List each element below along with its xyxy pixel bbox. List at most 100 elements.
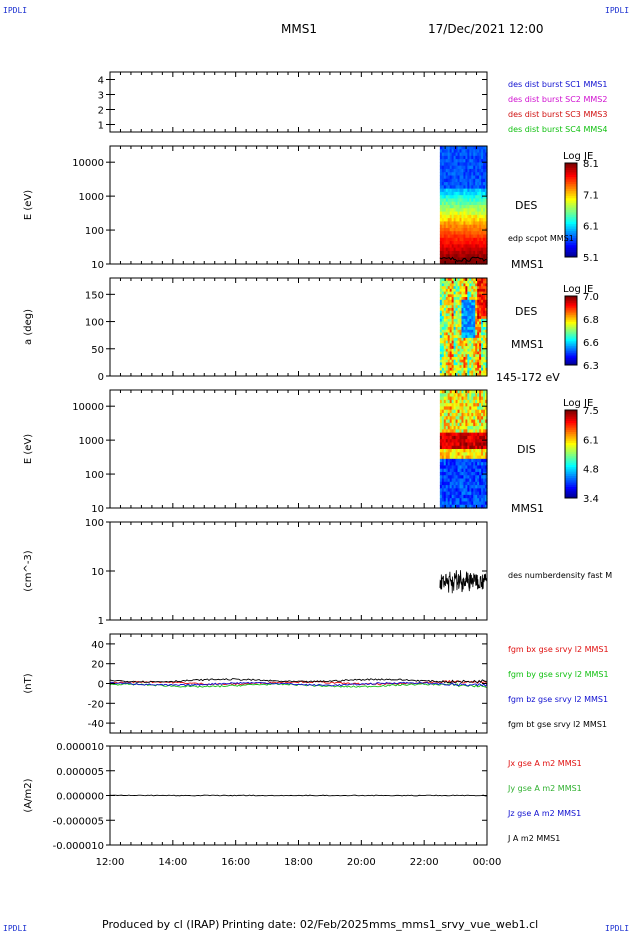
pitch-spectrogram-cell bbox=[471, 335, 474, 339]
des-spectrogram-cell bbox=[451, 185, 455, 190]
dis-spectrogram-cell bbox=[481, 399, 484, 404]
pitch-spectrogram-cell bbox=[463, 329, 467, 334]
pitch-spectrogram-cell bbox=[439, 288, 443, 293]
dis-energy-colorbar-segment bbox=[565, 432, 577, 435]
dis-spectrogram-cell bbox=[477, 396, 480, 401]
des-spectrogram-cell bbox=[469, 227, 472, 232]
des-spectrogram-cell bbox=[473, 162, 476, 167]
dis-spectrogram-cell bbox=[455, 481, 459, 486]
dis-spectrogram-cell bbox=[455, 478, 459, 483]
pitch-spectrogram-cell bbox=[449, 291, 453, 295]
pitch-spectrogram-cell bbox=[473, 359, 476, 363]
dis-spectrogram-cell bbox=[441, 442, 445, 447]
pitch-spectrogram-cell bbox=[481, 332, 484, 336]
pitch-spectrogram-cell bbox=[479, 313, 482, 317]
pitch-spectrogram-cell bbox=[441, 297, 445, 301]
des-spectrogram-cell bbox=[453, 152, 457, 157]
dis-spectrogram-cell bbox=[467, 393, 470, 398]
dis-spectrogram-cell bbox=[457, 429, 461, 434]
des-spectrogram-cell bbox=[469, 260, 472, 265]
dis-spectrogram-cell bbox=[479, 449, 482, 453]
dis-energy-colorbar-segment bbox=[565, 493, 577, 497]
pitch-spectrogram-cell bbox=[459, 324, 463, 328]
pitch-colorbar-segment bbox=[565, 318, 577, 321]
pitch-spectrogram-cell bbox=[461, 310, 465, 314]
pitch-spectrogram-cell bbox=[453, 321, 457, 325]
des-spectrogram-cell bbox=[439, 172, 443, 177]
dis-spectrogram-cell bbox=[461, 504, 465, 509]
pitch-spectrogram-cell bbox=[477, 288, 480, 293]
des-spectrogram-cell bbox=[473, 224, 476, 229]
des-spectrogram-cell bbox=[481, 172, 484, 177]
pitch-spectrogram-cell bbox=[441, 337, 445, 342]
dis-spectrogram-cell bbox=[467, 471, 470, 476]
pitch-spectrogram-cell bbox=[483, 291, 486, 295]
dis-spectrogram-cell bbox=[439, 468, 443, 473]
pitch-spectrogram-cell bbox=[455, 297, 459, 301]
dis-energy-colorbar-tick-label: 3.4 bbox=[583, 494, 599, 505]
top-right-tag: IPDLI bbox=[605, 6, 630, 15]
des-spectrogram-cell bbox=[443, 227, 447, 232]
dis-spectrogram-cell bbox=[453, 442, 457, 447]
pitch-spectrogram-cell bbox=[439, 359, 443, 363]
pitch-spectrogram-cell bbox=[465, 310, 468, 314]
des-spectrogram-cell bbox=[447, 218, 451, 222]
des-spectrogram-cell bbox=[455, 257, 459, 262]
des-spectrogram-cell bbox=[455, 182, 459, 186]
dis-spectrogram-cell bbox=[473, 406, 476, 411]
dis-spectrogram-cell bbox=[459, 475, 463, 480]
des-spectrogram-cell bbox=[449, 162, 453, 167]
pitch-spectrogram-cell bbox=[485, 359, 488, 363]
bottom-right-tag: IPDLI bbox=[605, 924, 630, 933]
dis-spectrogram-cell bbox=[445, 429, 449, 434]
dis-spectrogram-cell bbox=[485, 449, 488, 453]
des-spectrogram-cell bbox=[483, 237, 486, 242]
pitch-spectrogram-cell bbox=[453, 351, 457, 355]
des-spectrogram-cell bbox=[485, 175, 488, 180]
des-spectrogram-cell bbox=[475, 188, 478, 193]
dis-spectrogram-cell bbox=[445, 399, 449, 404]
des-spectrogram-cell bbox=[461, 165, 465, 170]
dis-spectrogram-cell bbox=[471, 498, 474, 503]
des-spectrogram-cell bbox=[477, 146, 480, 150]
pitch-spectrogram-cell bbox=[475, 321, 478, 325]
dis-spectrogram-cell bbox=[459, 412, 463, 417]
dis-spectrogram-cell bbox=[447, 468, 451, 473]
pitch-spectrogram-cell bbox=[465, 297, 468, 301]
pitch-colorbar-segment bbox=[565, 339, 577, 342]
dis-spectrogram-cell bbox=[439, 498, 443, 503]
dis-spectrogram-cell bbox=[457, 481, 461, 486]
dis-spectrogram-cell bbox=[475, 403, 478, 407]
dis-spectrogram-cell bbox=[447, 465, 451, 470]
des-spectrogram-cell bbox=[441, 152, 445, 157]
pitch-spectrogram-cell bbox=[445, 343, 449, 347]
dis-spectrogram-cell bbox=[459, 390, 463, 394]
des-spectrogram-cell bbox=[445, 195, 449, 200]
dis-spectrogram-cell bbox=[445, 403, 449, 407]
pitch-spectrogram-cell bbox=[471, 280, 474, 285]
dis-spectrogram-cell bbox=[463, 498, 467, 503]
dis-spectrogram-cell bbox=[459, 462, 463, 466]
des-spectrogram-cell bbox=[465, 198, 468, 203]
dis-spectrogram-cell bbox=[447, 488, 451, 493]
dis-spectrogram-cell bbox=[445, 494, 449, 499]
des-spectrogram-cell bbox=[463, 188, 467, 193]
dis-spectrogram-cell bbox=[467, 390, 470, 394]
dis-spectrogram-cell bbox=[439, 399, 443, 404]
pitch-spectrogram-cell bbox=[479, 329, 482, 334]
pitch-spectrogram-cell bbox=[451, 313, 455, 317]
dis-spectrogram-cell bbox=[479, 491, 482, 496]
pitch-spectrogram-cell bbox=[483, 359, 486, 363]
pitch-spectrogram-cell bbox=[463, 340, 467, 344]
des-spectrogram-cell bbox=[459, 168, 463, 173]
pitch-y-tick-label: 100 bbox=[85, 318, 104, 329]
pitch-spectrogram-cell bbox=[477, 310, 480, 314]
des-spectrogram-cell bbox=[475, 175, 478, 180]
des-spectrogram-cell bbox=[447, 221, 451, 226]
pitch-spectrogram-cell bbox=[471, 356, 474, 361]
dis-spectrogram-cell bbox=[465, 432, 468, 437]
dis-spectrogram-cell bbox=[447, 455, 451, 460]
des-spectrogram-cell bbox=[485, 260, 488, 265]
dis-spectrogram-cell bbox=[457, 422, 461, 427]
des-spectrogram-cell bbox=[459, 178, 463, 183]
